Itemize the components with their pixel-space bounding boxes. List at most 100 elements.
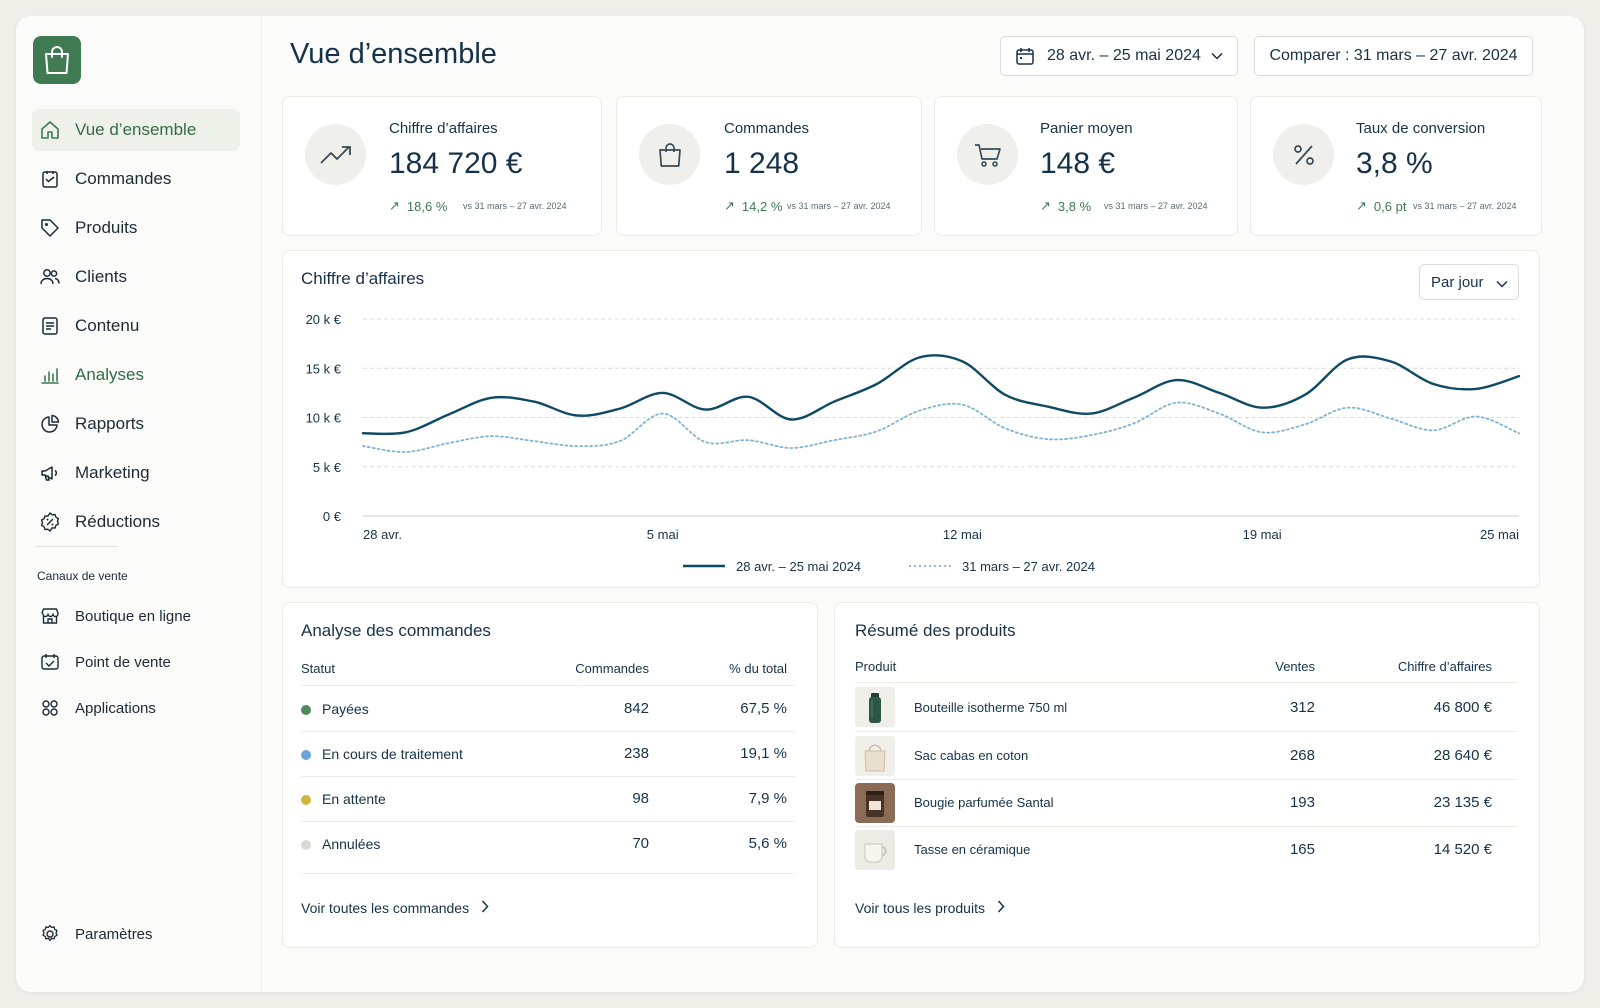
table-divider xyxy=(301,776,795,777)
product-name: Bougie parfumée Santal xyxy=(914,795,1054,810)
percent-icon xyxy=(1273,124,1334,185)
granularity-select[interactable]: Par jour xyxy=(1419,264,1519,300)
arrow-up-right-icon: ↗ xyxy=(1040,198,1051,213)
kpi-comparison: vs 31 mars – 27 avr. 2024 xyxy=(787,201,891,211)
date-range-label: 28 avr. – 25 mai 2024 xyxy=(1047,47,1201,64)
sidebar-item-clients[interactable]: Clients xyxy=(32,256,240,298)
granularity-label: Par jour xyxy=(1431,273,1484,291)
pie-chart-icon xyxy=(38,412,62,436)
x-tick-label: 5 mai xyxy=(647,527,679,542)
tag-icon xyxy=(38,216,62,240)
compare-period-button[interactable]: Comparer : 31 mars – 27 avr. 2024 xyxy=(1254,36,1533,76)
chevron-right-icon xyxy=(997,900,1005,916)
orders-icon xyxy=(38,167,62,191)
cart-icon xyxy=(957,124,1018,185)
main-nav: Vue d’ensemble Commandes Produits Client… xyxy=(32,109,240,550)
sidebar-item-label: Rapports xyxy=(75,414,144,433)
shopping-bag-logo-icon xyxy=(45,46,69,74)
kpi-card-orders[interactable]: Commandes 1 248 ↗ 14,2 % vs 31 mars – 27… xyxy=(616,96,922,236)
sidebar: Vue d’ensemble Commandes Produits Client… xyxy=(16,16,262,992)
legend-label: 28 avr. – 25 mai 2024 xyxy=(736,559,861,574)
orders-count: 238 xyxy=(623,745,649,762)
kpi-card-average-basket[interactable]: Panier moyen 148 € ↗ 3,8 % vs 31 mars – … xyxy=(934,96,1238,236)
kpi-comparison: vs 31 mars – 27 avr. 2024 xyxy=(1104,201,1208,211)
orders-count: 70 xyxy=(632,835,649,852)
sidebar-item-discounts[interactable]: Réductions xyxy=(32,501,240,543)
table-divider xyxy=(301,685,795,686)
sidebar-item-applications[interactable]: Applications xyxy=(32,688,240,728)
sidebar-item-products[interactable]: Produits xyxy=(32,207,240,249)
y-tick-label: 15 k € xyxy=(306,361,342,376)
sidebar-item-analytics[interactable]: Analyses xyxy=(32,354,240,396)
app-window: Vue d’ensemble Commandes Produits Client… xyxy=(16,16,1584,992)
sidebar-item-online-store[interactable]: Boutique en ligne xyxy=(32,596,240,636)
kpi-delta-value: 0,6 pt xyxy=(1373,198,1407,214)
x-tick-label: 19 mai xyxy=(1243,527,1282,542)
x-tick-label: 25 mai xyxy=(1480,527,1519,542)
kpi-card-conversion-rate[interactable]: Taux de conversion 3,8 % ↗ 0,6 pt vs 31 … xyxy=(1250,96,1542,236)
apps-icon xyxy=(38,696,62,720)
kpi-delta: ↗ 18,6 % xyxy=(389,198,447,214)
document-icon xyxy=(38,314,62,338)
shop-logo[interactable] xyxy=(33,36,81,84)
sidebar-item-marketing[interactable]: Marketing xyxy=(32,452,240,494)
arrow-up-right-icon: ↗ xyxy=(389,198,400,213)
product-sales: 193 xyxy=(1289,794,1315,811)
view-all-products-label: Voir tous les produits xyxy=(855,900,985,916)
table-divider xyxy=(301,821,795,822)
sidebar-item-label: Marketing xyxy=(75,463,150,482)
kpi-value: 1 248 xyxy=(724,147,800,180)
status-label: Annulées xyxy=(322,836,381,852)
orders-analysis-card: Analyse des commandes Statut Commandes %… xyxy=(282,602,818,948)
sales-channels-nav: Boutique en ligne Point de vente Applica… xyxy=(32,596,240,734)
calendar-icon xyxy=(1015,46,1035,66)
product-revenue: 14 520 € xyxy=(1433,841,1492,858)
kpi-card-revenue[interactable]: Chiffre d’affaires 184 720 € ↗ 18,6 % vs… xyxy=(282,96,602,236)
sidebar-item-overview[interactable]: Vue d’ensemble xyxy=(32,109,240,151)
kpi-delta: ↗ 14,2 % xyxy=(724,198,782,214)
view-all-products-link[interactable]: Voir tous les produits xyxy=(855,900,1005,916)
chart-title: Chiffre d’affaires xyxy=(301,269,425,288)
kpi-value: 3,8 % xyxy=(1356,147,1433,180)
date-range-picker[interactable]: 28 avr. – 25 mai 2024 xyxy=(1000,36,1238,76)
table-divider xyxy=(301,873,795,874)
chevron-right-icon xyxy=(481,900,489,916)
product-revenue: 28 640 € xyxy=(1433,747,1492,764)
status-dot-paid xyxy=(301,705,311,715)
x-tick-label: 12 mai xyxy=(943,527,982,542)
kpi-label: Commandes xyxy=(724,120,810,137)
page-title: Vue d’ensemble xyxy=(290,38,497,70)
product-thumbnail-tote xyxy=(855,736,895,776)
sidebar-item-orders[interactable]: Commandes xyxy=(32,158,240,200)
products-summary-card: Résumé des produits Produit Ventes Chiff… xyxy=(834,602,1540,948)
shopping-bag-icon xyxy=(639,124,700,185)
sidebar-item-settings[interactable]: Paramètres xyxy=(32,913,240,955)
y-tick-label: 20 k € xyxy=(306,312,342,327)
table-divider xyxy=(301,731,795,732)
kpi-comparison: vs 31 mars – 27 avr. 2024 xyxy=(1413,201,1517,211)
chevron-down-icon xyxy=(1211,52,1223,60)
kpi-delta: ↗ 3,8 % xyxy=(1040,198,1091,214)
table-divider xyxy=(855,779,1517,780)
kpi-value: 184 720 € xyxy=(389,147,523,180)
sidebar-item-reports[interactable]: Rapports xyxy=(32,403,240,445)
status-label: En cours de traitement xyxy=(322,746,463,762)
x-tick-label: 28 avr. xyxy=(363,527,402,542)
product-name: Bouteille isotherme 750 ml xyxy=(914,700,1068,715)
sidebar-divider xyxy=(36,546,118,547)
trending-up-icon xyxy=(305,124,366,185)
revenue-line-chart: 0 € 5 k € 10 k € 15 k € 20 k € 28 avr. 5 mai 12… xyxy=(306,312,1521,574)
product-thumbnail-candle xyxy=(855,783,895,823)
sidebar-item-point-of-sale[interactable]: Point de vente xyxy=(32,642,240,682)
store-icon xyxy=(38,604,62,628)
view-all-orders-link[interactable]: Voir toutes les commandes xyxy=(301,900,489,916)
y-tick-label: 5 k € xyxy=(313,460,342,475)
kpi-delta: ↗ 0,6 pt xyxy=(1356,198,1406,214)
product-sales: 268 xyxy=(1289,747,1315,764)
sidebar-item-label: Analyses xyxy=(75,365,144,384)
sidebar-item-label: Paramètres xyxy=(75,925,153,943)
sidebar-item-content[interactable]: Contenu xyxy=(32,305,240,347)
status-dot-cancelled xyxy=(301,840,311,850)
arrow-up-right-icon: ↗ xyxy=(1356,198,1367,213)
y-tick-label: 0 € xyxy=(323,509,342,524)
